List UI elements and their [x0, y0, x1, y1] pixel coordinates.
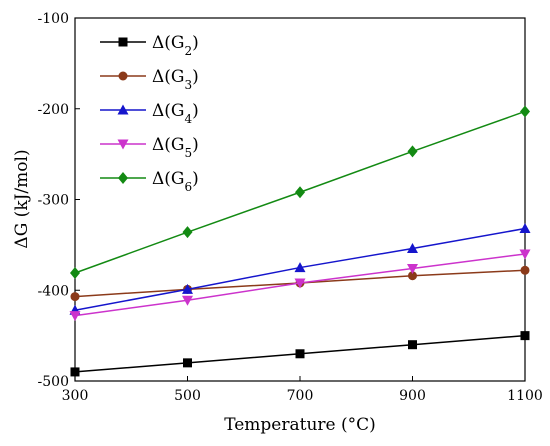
data-point	[408, 340, 417, 350]
data-point	[520, 105, 530, 118]
legend-item: Δ(G2)	[100, 33, 199, 58]
data-point	[407, 243, 418, 254]
x-tick-label: 900	[399, 388, 426, 404]
data-point	[520, 331, 530, 341]
legend-marker	[118, 71, 128, 81]
legend-label: Δ(G3)	[152, 67, 199, 92]
y-axis-ticks: -500 -400 -300 -200 -100	[38, 11, 80, 390]
x-axis-title: Temperature (°C)	[224, 415, 376, 435]
series-layer	[69, 105, 531, 377]
data-point	[295, 349, 305, 359]
data-point	[407, 145, 418, 158]
x-tick-label: 700	[287, 388, 314, 404]
series-Δ(G2)	[70, 331, 530, 377]
x-tick-label: 500	[174, 388, 201, 404]
y-axis-title: ΔG (kJ/mol)	[12, 149, 32, 248]
data-point	[294, 262, 306, 273]
data-point	[70, 367, 80, 377]
data-point	[408, 271, 417, 281]
legend-item: Δ(G3)	[100, 67, 199, 92]
x-axis-ticks: 300 500 700 900 1100	[62, 376, 543, 404]
x-tick-label: 300	[62, 388, 89, 404]
legend-marker	[118, 37, 128, 47]
data-point	[407, 263, 418, 274]
data-point	[182, 283, 193, 294]
y-tick-label: -200	[38, 102, 69, 118]
data-point	[183, 358, 192, 368]
data-point	[519, 223, 531, 234]
legend-label: Δ(G4)	[152, 101, 199, 126]
y-tick-label: -500	[38, 374, 69, 390]
series-Δ(G5)	[69, 249, 531, 322]
legend-item: Δ(G5)	[100, 135, 199, 160]
data-point	[182, 295, 193, 306]
data-point	[70, 267, 80, 280]
series-Δ(G6)	[70, 105, 530, 280]
legend-label: Δ(G5)	[152, 135, 199, 160]
legend-item: Δ(G4)	[100, 101, 199, 126]
series-Δ(G4)	[69, 223, 531, 315]
legend-marker	[118, 172, 128, 184]
legend: Δ(G2) Δ(G3) Δ(G4) Δ(G5) Δ(G6)	[100, 33, 199, 194]
data-point	[69, 311, 81, 322]
data-point	[182, 226, 193, 239]
data-point	[294, 278, 306, 289]
y-tick-label: -100	[38, 11, 69, 27]
data-point	[519, 249, 531, 260]
legend-label: Δ(G2)	[152, 33, 199, 58]
legend-item: Δ(G6)	[100, 169, 199, 194]
data-point	[520, 265, 530, 275]
legend-label: Δ(G6)	[152, 169, 199, 194]
y-tick-label: -400	[38, 283, 69, 299]
legend-marker	[117, 104, 129, 115]
legend-marker	[117, 139, 129, 150]
data-point	[70, 292, 80, 302]
y-tick-label: -300	[38, 193, 69, 209]
x-tick-label: 1100	[507, 388, 543, 404]
data-point	[295, 186, 305, 199]
plot-frame	[74, 17, 526, 382]
